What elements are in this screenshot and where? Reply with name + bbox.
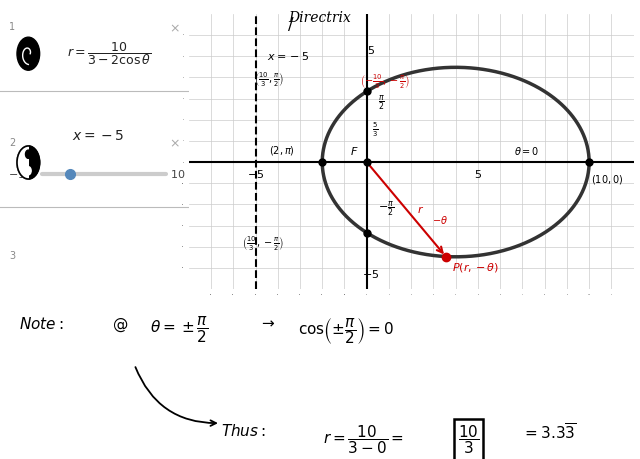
Circle shape — [17, 146, 40, 179]
Text: $\theta = \pm\dfrac{\pi}{2}$: $\theta = \pm\dfrac{\pi}{2}$ — [150, 316, 209, 345]
Text: $-\theta$: $-\theta$ — [433, 214, 449, 226]
Text: $-5$: $-5$ — [362, 268, 380, 280]
Text: $5$: $5$ — [367, 44, 375, 56]
Text: ×: × — [169, 138, 179, 151]
Text: $x = -5$: $x = -5$ — [72, 129, 124, 143]
Text: /: / — [289, 16, 294, 33]
Text: $= 3.3\overline{3}$: $= 3.3\overline{3}$ — [522, 423, 576, 443]
Text: $5$: $5$ — [474, 168, 482, 180]
Text: $Thus:$: $Thus:$ — [221, 423, 266, 439]
Circle shape — [26, 167, 31, 175]
Text: $P(r,-\theta)$: $P(r,-\theta)$ — [452, 261, 500, 274]
Text: $-10$: $-10$ — [8, 168, 32, 179]
Text: $r$: $r$ — [417, 204, 424, 215]
Text: $\left(-\frac{10}{3},-\frac{\pi}{2}\right)$: $\left(-\frac{10}{3},-\frac{\pi}{2}\righ… — [360, 73, 410, 91]
Text: $Note:$: $Note:$ — [19, 316, 63, 331]
Text: $\theta = 0$: $\theta = 0$ — [514, 145, 540, 157]
Text: ×: × — [169, 22, 179, 35]
Text: $@$: $@$ — [112, 316, 128, 334]
Circle shape — [17, 37, 40, 70]
Wedge shape — [17, 146, 28, 179]
Text: $\cos\!\left(\pm\dfrac{\pi}{2}\right) = 0$: $\cos\!\left(\pm\dfrac{\pi}{2}\right) = … — [298, 316, 394, 346]
Text: $r = \dfrac{10}{3 - 2\cos\theta}$: $r = \dfrac{10}{3 - 2\cos\theta}$ — [67, 40, 152, 67]
Text: $10$: $10$ — [170, 168, 186, 179]
Text: $\dfrac{10}{3}$: $\dfrac{10}{3}$ — [458, 423, 479, 456]
Text: $x = -5$: $x = -5$ — [267, 50, 309, 62]
Text: $\left(\frac{10}{3},\frac{\pi}{2}\right)$: $\left(\frac{10}{3},\frac{\pi}{2}\right)… — [254, 71, 284, 90]
Text: 3: 3 — [10, 251, 15, 261]
Circle shape — [26, 150, 31, 158]
Text: $\frac{5}{3}$: $\frac{5}{3}$ — [372, 121, 379, 140]
Text: $-\frac{\pi}{2}$: $-\frac{\pi}{2}$ — [378, 199, 394, 218]
Text: $(2,\pi)$: $(2,\pi)$ — [269, 144, 295, 157]
Text: $\rightarrow$: $\rightarrow$ — [259, 316, 276, 330]
Text: $(10,0)$: $(10,0)$ — [591, 173, 623, 185]
Text: $\left(\frac{10}{3},-\frac{\pi}{2}\right)$: $\left(\frac{10}{3},-\frac{\pi}{2}\right… — [243, 235, 284, 253]
Text: $\frac{\pi}{2}$: $\frac{\pi}{2}$ — [378, 93, 385, 112]
Text: $F$: $F$ — [350, 145, 359, 157]
Text: 1: 1 — [10, 22, 15, 32]
Text: $r = \dfrac{10}{3-0} =$: $r = \dfrac{10}{3-0} =$ — [323, 423, 404, 456]
Text: Directrix: Directrix — [289, 11, 351, 26]
Text: $-5$: $-5$ — [247, 168, 264, 180]
Text: 2: 2 — [10, 138, 16, 148]
